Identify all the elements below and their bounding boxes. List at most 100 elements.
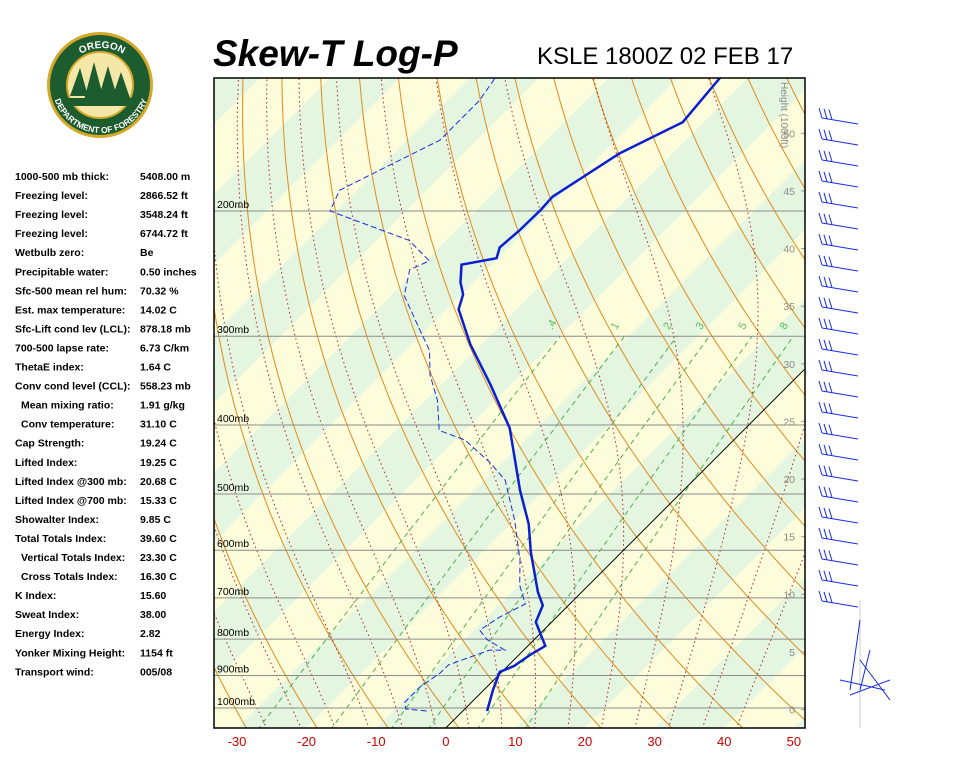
barb-feather: [828, 445, 833, 456]
barb-staff: [821, 180, 859, 188]
barb-feather: [823, 591, 828, 602]
barb-feather: [818, 359, 823, 371]
index-label: Sfc-500 mean rel hum:: [15, 285, 127, 297]
isotherm-band: [585, 508, 805, 728]
station: KSLE 1800Z 02 FEB 17: [537, 43, 793, 70]
dry-adiabat: [514, 78, 805, 592]
mixing-ratio-line: [525, 335, 794, 728]
isotherm-band: [214, 78, 805, 682]
barb-staff: [839, 679, 886, 691]
index-value: 16.30 C: [140, 571, 177, 583]
index-label: Conv temperature:: [21, 419, 114, 431]
dry-adiabat: [813, 53, 960, 737]
barb-feather: [818, 296, 823, 308]
indices-panel: 1000-500 mb thick: 5408.00 m Freezing leve…: [15, 171, 197, 678]
moist-adiabat: [214, 238, 370, 728]
isotherm-band: [376, 299, 805, 728]
moist-adiabat: [298, 78, 470, 728]
barb-feather: [823, 402, 828, 413]
index-label: Lifted Index @300 mb:: [15, 476, 127, 488]
index-value: 1.91 g/kg: [140, 400, 185, 412]
barb-staff: [821, 159, 859, 167]
barb-feather: [828, 172, 833, 183]
barb-feather: [823, 465, 828, 476]
barb-feather: [818, 317, 823, 329]
mixing-ratio-label: 2: [661, 320, 674, 331]
index-label: Sfc-Lift cond lev (LCL):: [15, 323, 131, 335]
mixing-ratio-label: 3: [694, 320, 707, 331]
dry-adiabat: [669, 78, 805, 330]
barb-feather: [828, 571, 833, 582]
barb-feather: [818, 191, 823, 203]
dry-adiabat: [214, 666, 247, 728]
dewpoint-line: [329, 78, 526, 712]
barb-staff: [821, 222, 859, 230]
y2-tick-label: 35: [783, 301, 795, 313]
index-value: 19.24 C: [140, 438, 177, 450]
y-tick-label: 400mb: [217, 413, 249, 425]
barb-feather: [828, 529, 833, 540]
barb-feather: [823, 381, 828, 392]
barb-staff: [821, 516, 859, 524]
barb-feather: [818, 338, 823, 350]
index-value: 70.32 %: [140, 285, 179, 297]
temperature-line: [457, 78, 721, 712]
y-tick-label: 300mb: [217, 324, 249, 336]
barb-feather: [828, 214, 833, 225]
barb-feather: [828, 298, 833, 309]
barb-feather: [818, 212, 823, 224]
barb-staff: [821, 453, 859, 461]
barb-feather: [818, 590, 823, 602]
barb-staff: [821, 369, 859, 377]
barb-feather: [823, 108, 828, 119]
index-label: Transport wind:: [15, 666, 94, 678]
mixing-ratio-label: 8: [778, 320, 791, 331]
barb-staff: [821, 285, 859, 293]
dry-adiabat: [214, 304, 389, 728]
dry-adiabat: [320, 78, 602, 728]
index-label: Freezing level:: [15, 209, 88, 221]
index-value: 15.60: [140, 590, 166, 602]
barb-feather: [828, 193, 833, 204]
barb-feather: [828, 277, 833, 288]
barb-feather: [818, 275, 823, 287]
index-value: 23.30 C: [140, 552, 177, 564]
barb-feather: [818, 107, 823, 119]
x-tick-label: 10: [508, 734, 522, 749]
index-label: Total Totals Index:: [15, 533, 106, 545]
moist-adiabat: [668, 78, 759, 728]
barb-feather: [818, 149, 823, 161]
barb-staff: [821, 348, 859, 356]
mixing-ratio-line: [477, 335, 753, 728]
index-value: 38.00: [140, 609, 166, 621]
index-label: Vertical Totals Index:: [21, 552, 125, 564]
barb-feather: [823, 549, 828, 560]
index-label: Wetbulb zero:: [15, 247, 84, 259]
y2-tick-label: 0: [789, 705, 795, 717]
index-value: 5408.00 m: [140, 171, 190, 183]
isotherm-band: [793, 716, 805, 728]
index-value: 15.33 C: [140, 495, 177, 507]
barb-feather: [828, 319, 833, 330]
index-label: 700-500 lapse rate:: [15, 342, 109, 354]
barb-staff: [821, 495, 859, 503]
dry-adiabat: [851, 53, 960, 737]
barb-feather: [823, 129, 828, 140]
barb-staff: [859, 659, 891, 701]
x-tick-label: -10: [367, 734, 386, 749]
barb-staff: [821, 600, 859, 608]
barb-feather: [818, 527, 823, 539]
barb-feather: [823, 318, 828, 329]
barb-staff: [821, 138, 859, 146]
index-value: Be: [140, 247, 154, 259]
moist-adiabat: [435, 78, 576, 728]
barb-feather: [823, 150, 828, 161]
index-label: Conv cond level (CCL):: [15, 381, 131, 393]
x-tick-label: 20: [578, 734, 592, 749]
isotherm-band: [214, 90, 805, 728]
barb-staff: [821, 474, 859, 482]
index-label: 1000-500 mb thick:: [15, 171, 109, 183]
barb-feather: [823, 234, 828, 245]
index-label: Energy Index:: [15, 628, 84, 640]
index-label: K Index:: [15, 590, 56, 602]
